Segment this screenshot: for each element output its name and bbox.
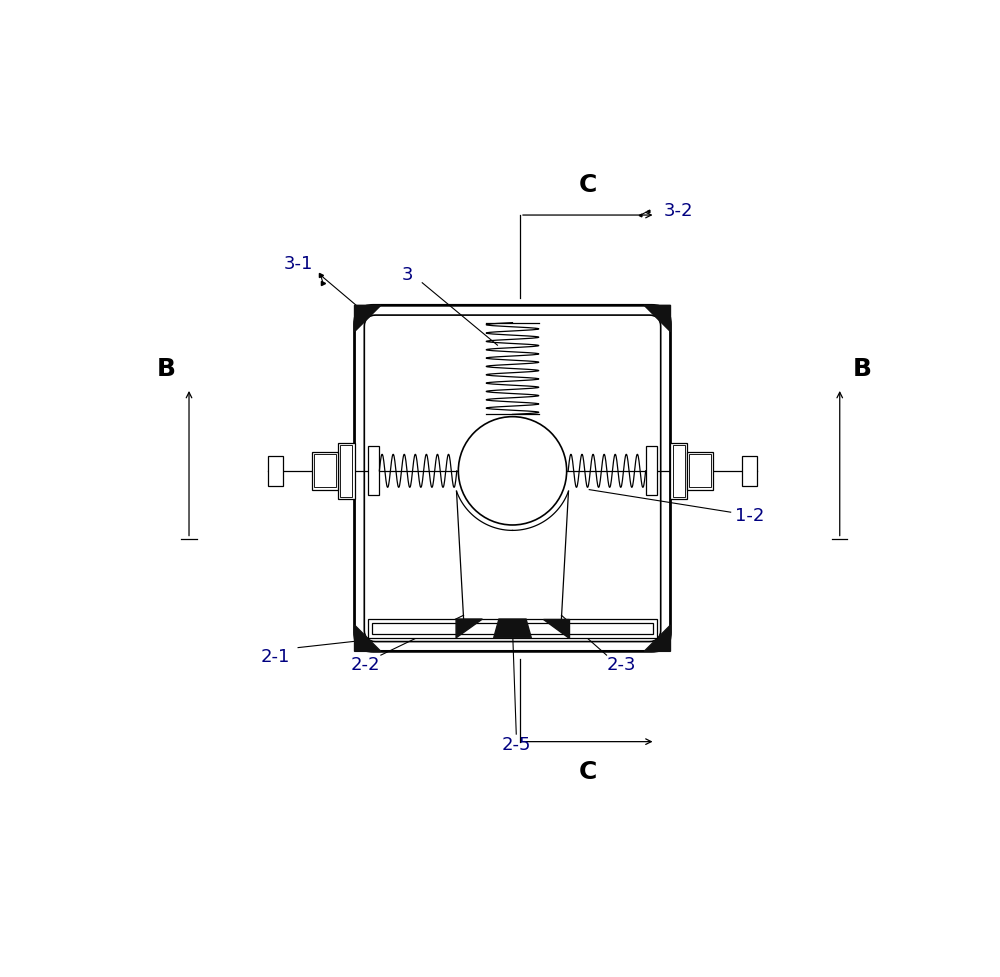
- Polygon shape: [355, 305, 381, 331]
- Bar: [368, 446, 379, 495]
- Bar: [338, 443, 355, 499]
- Bar: [687, 452, 713, 489]
- Text: 3: 3: [401, 266, 413, 284]
- Text: 2-3: 2-3: [607, 656, 636, 674]
- Polygon shape: [355, 625, 381, 652]
- Bar: [689, 454, 711, 488]
- Bar: [268, 455, 283, 486]
- Polygon shape: [644, 305, 670, 331]
- FancyBboxPatch shape: [355, 305, 670, 652]
- Bar: [368, 619, 657, 638]
- Polygon shape: [456, 619, 482, 638]
- Text: 3-2: 3-2: [663, 202, 693, 220]
- Text: B: B: [157, 358, 176, 381]
- Text: 1-2: 1-2: [735, 507, 764, 525]
- Bar: [670, 443, 687, 499]
- Bar: [314, 454, 336, 488]
- Bar: [673, 445, 685, 496]
- Bar: [312, 452, 338, 489]
- FancyBboxPatch shape: [364, 316, 661, 642]
- Bar: [340, 445, 352, 496]
- Text: 2-1: 2-1: [261, 649, 290, 666]
- Polygon shape: [644, 625, 670, 652]
- Polygon shape: [494, 619, 531, 638]
- Text: C: C: [579, 760, 597, 784]
- Text: 3-1: 3-1: [283, 255, 313, 273]
- Polygon shape: [543, 619, 569, 638]
- Text: 2-2: 2-2: [351, 656, 381, 674]
- Text: B: B: [853, 358, 872, 381]
- Bar: [742, 455, 757, 486]
- Bar: [646, 446, 657, 495]
- Text: C: C: [579, 173, 597, 197]
- Bar: [372, 622, 653, 634]
- Circle shape: [458, 416, 567, 525]
- Text: 2-5: 2-5: [502, 737, 531, 754]
